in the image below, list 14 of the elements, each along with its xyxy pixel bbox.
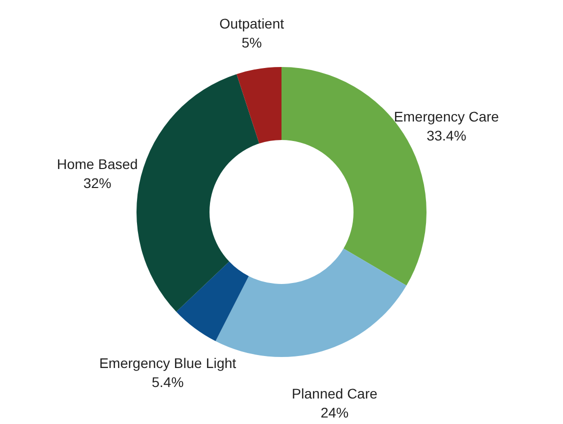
donut-slice: [216, 248, 406, 357]
donut-slice: [176, 262, 249, 342]
slice-label: Home Based: [56, 156, 138, 172]
data-label: 32%: [83, 175, 112, 192]
data-label: 24%: [320, 404, 349, 420]
donut-slice: [236, 67, 282, 144]
data-label: 33.4%: [426, 128, 466, 144]
slice-label: Emergency Care: [394, 108, 500, 125]
data-label: 5%: [242, 34, 262, 50]
donut-slice: [136, 74, 260, 312]
slice-label: Emergency Blue Light: [99, 355, 236, 372]
slice-label: Outpatient: [219, 15, 284, 32]
slice-label: Planned Care: [292, 385, 378, 402]
data-label: 5.4%: [152, 374, 184, 390]
